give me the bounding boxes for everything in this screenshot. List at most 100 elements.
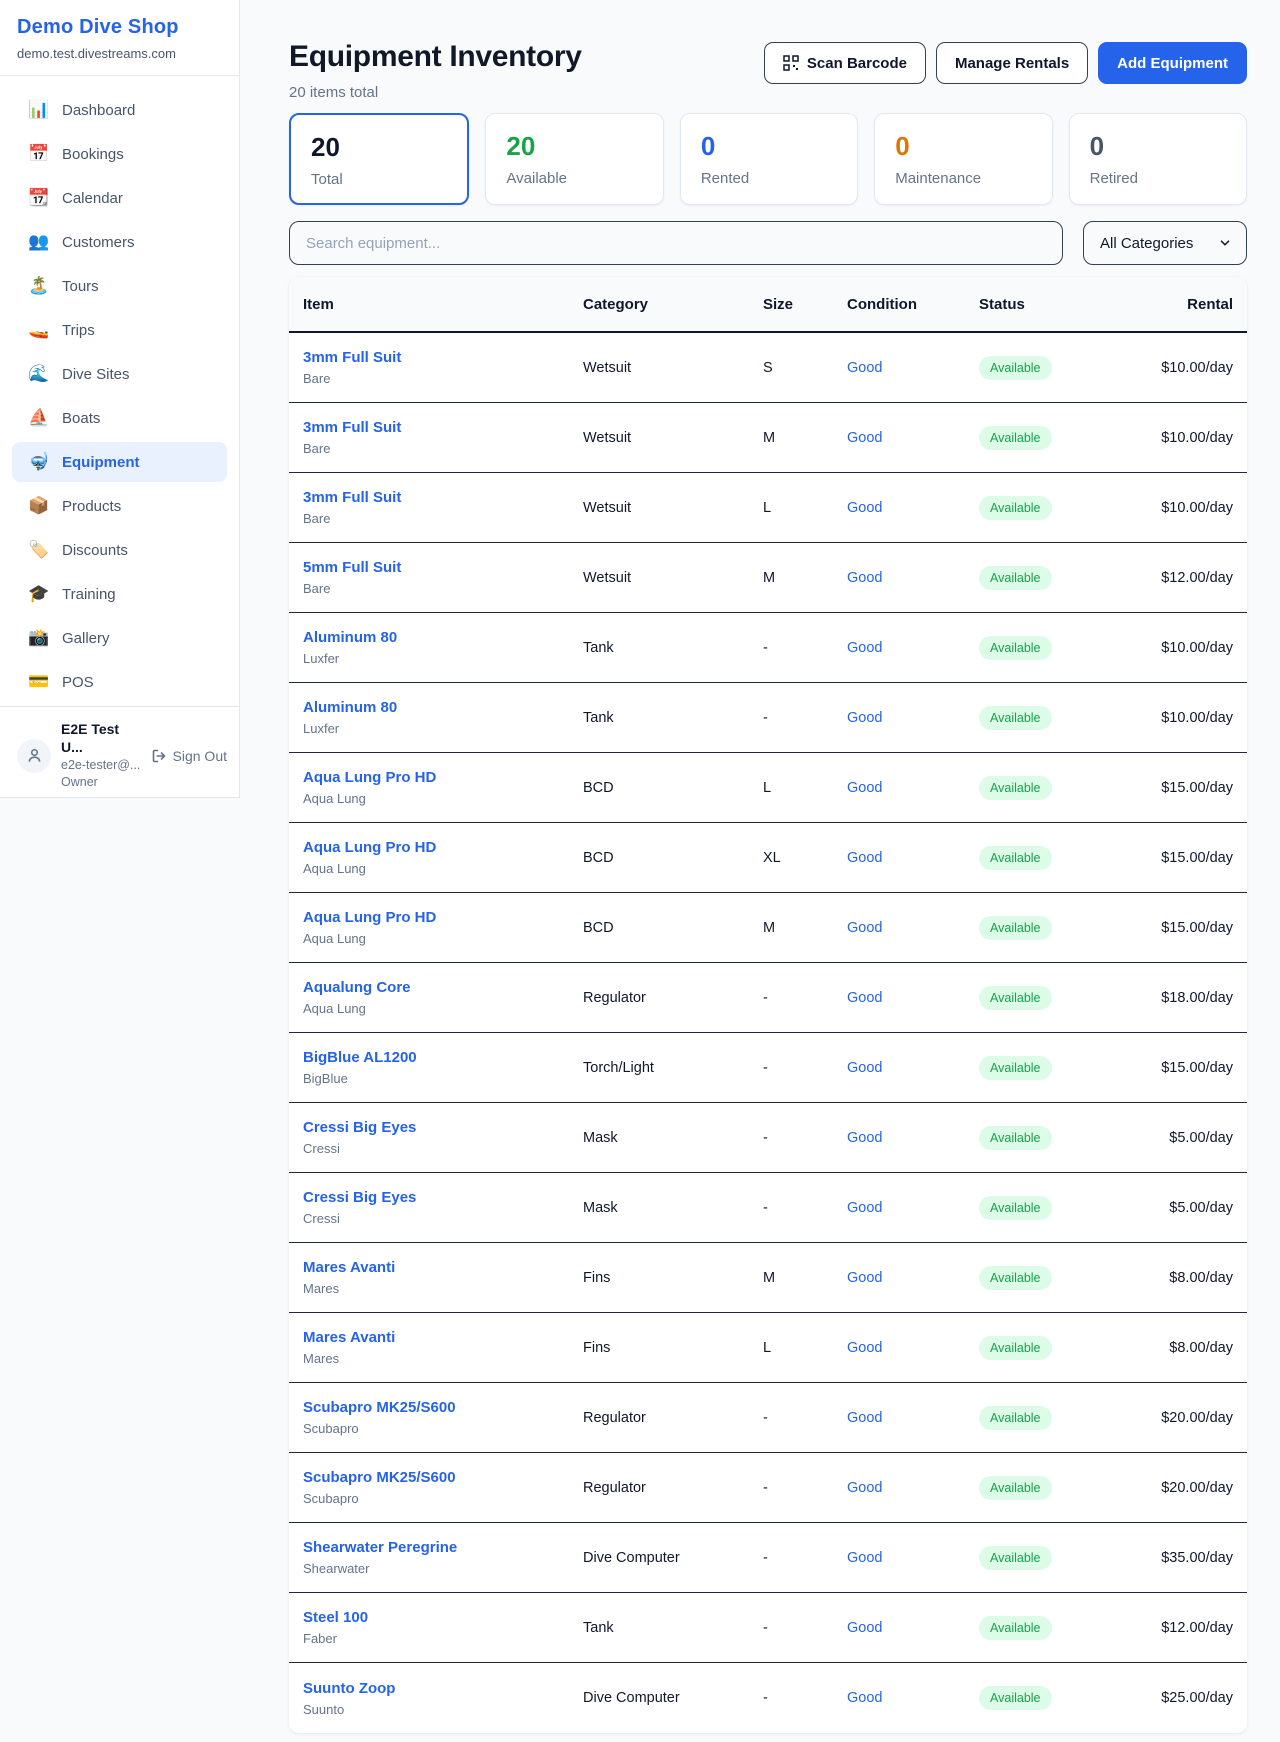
table-row[interactable]: Aqua Lung Pro HD Aqua Lung BCD L Good Av… — [289, 753, 1247, 823]
item-condition-link[interactable]: Good — [847, 1690, 883, 1706]
item-name-link[interactable]: Shearwater Peregrine — [303, 1539, 458, 1556]
item-rental-rate: $25.00/day — [1161, 1690, 1233, 1706]
stat-card-available[interactable]: 20 Available — [485, 113, 664, 205]
item-name-link[interactable]: Aluminum 80 — [303, 699, 398, 716]
item-condition-link[interactable]: Good — [847, 1549, 883, 1566]
item-condition-link[interactable]: Good — [847, 709, 883, 726]
add-equipment-button[interactable]: Add Equipment — [1098, 42, 1247, 84]
item-condition-link[interactable]: Good — [847, 1129, 883, 1146]
sidebar-item-products[interactable]: 📦 Products — [12, 486, 227, 526]
sidebar-item-training[interactable]: 🎓 Training — [12, 574, 227, 614]
sidebar-item-calendar[interactable]: 📆 Calendar — [12, 178, 227, 218]
table-row[interactable]: Aluminum 80 Luxfer Tank - Good Available… — [289, 613, 1247, 683]
item-condition-link[interactable]: Good — [847, 429, 883, 446]
table-row[interactable]: Mares Avanti Mares Fins L Good Available… — [289, 1313, 1247, 1383]
table-row[interactable]: Aqua Lung Pro HD Aqua Lung BCD M Good Av… — [289, 893, 1247, 963]
sidebar-item-trips[interactable]: 🚤 Trips — [12, 310, 227, 350]
page-title: Equipment Inventory — [289, 40, 582, 73]
table-row[interactable]: Steel 100 Faber Tank - Good Available $1… — [289, 1593, 1247, 1663]
stat-card-rented[interactable]: 0 Rented — [679, 113, 859, 205]
scan-barcode-button[interactable]: Scan Barcode — [763, 42, 926, 84]
item-size: - — [763, 1409, 768, 1426]
sidebar: Demo Dive Shop demo.test.divestreams.com… — [0, 0, 240, 798]
item-rental-rate: $18.00/day — [1161, 989, 1233, 1006]
item-name-link[interactable]: Cressi Big Eyes — [303, 1189, 417, 1206]
table-header-row: Item Category Size Condition Status Rental — [289, 277, 1247, 333]
item-name-link[interactable]: 3mm Full Suit — [303, 419, 402, 436]
item-condition-link[interactable]: Good — [847, 1059, 883, 1076]
item-name-link[interactable]: 3mm Full Suit — [303, 349, 402, 366]
item-rental-rate: $15.00/day — [1161, 919, 1233, 936]
table-row[interactable]: 3mm Full Suit Bare Wetsuit S Good Availa… — [289, 333, 1247, 403]
table-row[interactable]: Aluminum 80 Luxfer Tank - Good Available… — [289, 683, 1247, 753]
table-row[interactable]: Cressi Big Eyes Cressi Mask - Good Avail… — [289, 1103, 1247, 1173]
item-condition-link[interactable]: Good — [847, 1619, 883, 1636]
category-select[interactable]: All Categories — [1083, 221, 1247, 265]
stat-card-retired[interactable]: 0 Retired — [1068, 113, 1248, 205]
item-name-link[interactable]: Scubapro MK25/S600 — [303, 1469, 456, 1486]
table-row[interactable]: Aqualung Core Aqua Lung Regulator - Good… — [289, 963, 1247, 1033]
status-badge: Available — [979, 1545, 1052, 1570]
table-row[interactable]: Aqua Lung Pro HD Aqua Lung BCD XL Good A… — [289, 823, 1247, 893]
item-condition-link[interactable]: Good — [847, 779, 883, 796]
item-name-link[interactable]: Aluminum 80 — [303, 629, 398, 646]
category-select-value: All Categories — [1100, 234, 1194, 252]
sidebar-item-tours[interactable]: 🏝️ Tours — [12, 266, 227, 306]
table-row[interactable]: Shearwater Peregrine Shearwater Dive Com… — [289, 1523, 1247, 1593]
item-name-link[interactable]: Mares Avanti — [303, 1259, 396, 1276]
item-condition-link[interactable]: Good — [847, 849, 883, 866]
item-name-link[interactable]: Aqua Lung Pro HD — [303, 769, 437, 786]
sidebar-item-equipment[interactable]: 🤿 Equipment — [12, 442, 227, 482]
manage-rentals-button[interactable]: Manage Rentals — [935, 42, 1089, 84]
stat-card-total[interactable]: 20 Total — [289, 113, 470, 205]
sidebar-item-dashboard[interactable]: 📊 Dashboard — [12, 90, 227, 130]
sidebar-item-bookings[interactable]: 📅 Bookings — [12, 134, 227, 174]
sidebar-item-pos[interactable]: 💳 POS — [12, 662, 227, 702]
shop-name[interactable]: Demo Dive Shop — [17, 16, 179, 38]
item-condition-link[interactable]: Good — [847, 1269, 883, 1286]
item-condition-link[interactable]: Good — [847, 1339, 883, 1356]
sidebar-item-discounts[interactable]: 🏷️ Discounts — [12, 530, 227, 570]
item-condition-link[interactable]: Good — [847, 499, 883, 516]
sidebar-item-gallery[interactable]: 📸 Gallery — [12, 618, 227, 658]
item-condition-link[interactable]: Good — [847, 989, 883, 1006]
item-condition-link[interactable]: Good — [847, 1409, 883, 1426]
status-badge: Available — [979, 1335, 1052, 1360]
item-category: Wetsuit — [583, 359, 632, 376]
table-row[interactable]: Mares Avanti Mares Fins M Good Available… — [289, 1243, 1247, 1313]
table-row[interactable]: Scubapro MK25/S600 Scubapro Regulator - … — [289, 1453, 1247, 1523]
item-category: BCD — [583, 919, 614, 936]
item-condition-link[interactable]: Good — [847, 1479, 883, 1496]
item-name-link[interactable]: Aqualung Core — [303, 979, 411, 996]
table-row[interactable]: 5mm Full Suit Bare Wetsuit M Good Availa… — [289, 543, 1247, 613]
item-condition-link[interactable]: Good — [847, 569, 883, 586]
search-input[interactable] — [289, 221, 1063, 265]
item-name-link[interactable]: Cressi Big Eyes — [303, 1119, 417, 1136]
sidebar-item-boats[interactable]: ⛵ Boats — [12, 398, 227, 438]
item-name-link[interactable]: Steel 100 — [303, 1609, 369, 1626]
table-row[interactable]: Suunto Zoop Suunto Dive Computer - Good … — [289, 1663, 1247, 1733]
item-name-link[interactable]: Scubapro MK25/S600 — [303, 1399, 456, 1416]
item-rental-rate: $8.00/day — [1169, 1269, 1233, 1286]
item-name-link[interactable]: BigBlue AL1200 — [303, 1049, 417, 1066]
item-name-link[interactable]: 3mm Full Suit — [303, 489, 402, 506]
table-row[interactable]: Cressi Big Eyes Cressi Mask - Good Avail… — [289, 1173, 1247, 1243]
table-row[interactable]: 3mm Full Suit Bare Wetsuit M Good Availa… — [289, 403, 1247, 473]
item-name-link[interactable]: Aqua Lung Pro HD — [303, 909, 437, 926]
item-condition-link[interactable]: Good — [847, 359, 883, 376]
sidebar-item-dive-sites[interactable]: 🌊 Dive Sites — [12, 354, 227, 394]
item-name-link[interactable]: Mares Avanti — [303, 1329, 396, 1346]
item-name-link[interactable]: 5mm Full Suit — [303, 559, 402, 576]
sidebar-item-customers[interactable]: 👥 Customers — [12, 222, 227, 262]
item-name-link[interactable]: Suunto Zoop — [303, 1679, 396, 1697]
item-condition-link[interactable]: Good — [847, 919, 883, 936]
table-row[interactable]: 3mm Full Suit Bare Wetsuit L Good Availa… — [289, 473, 1247, 543]
item-name-link[interactable]: Aqua Lung Pro HD — [303, 839, 437, 856]
bookings-icon: 📅 — [28, 144, 50, 163]
stat-card-maintenance[interactable]: 0 Maintenance — [874, 113, 1053, 205]
item-condition-link[interactable]: Good — [847, 639, 883, 656]
table-row[interactable]: BigBlue AL1200 BigBlue Torch/Light - Goo… — [289, 1033, 1247, 1103]
sign-out-button[interactable]: Sign Out — [145, 748, 227, 764]
table-row[interactable]: Scubapro MK25/S600 Scubapro Regulator - … — [289, 1383, 1247, 1453]
item-condition-link[interactable]: Good — [847, 1199, 883, 1216]
